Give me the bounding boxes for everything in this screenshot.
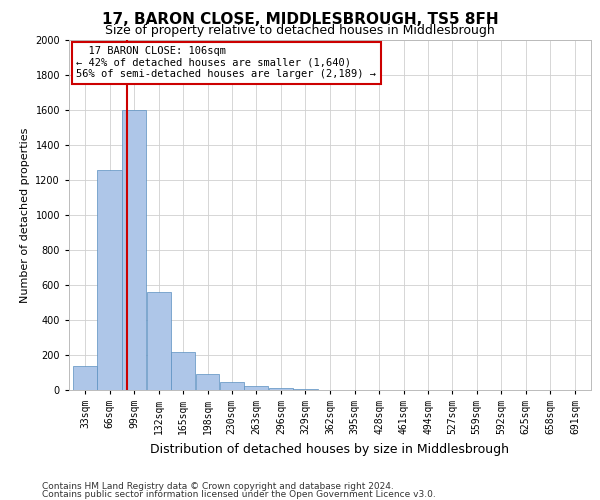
Bar <box>196 374 219 390</box>
Bar <box>97 170 122 390</box>
Bar <box>73 366 97 390</box>
Bar <box>293 389 317 390</box>
Text: Contains HM Land Registry data © Crown copyright and database right 2024.: Contains HM Land Registry data © Crown c… <box>42 482 394 491</box>
Text: 17 BARON CLOSE: 106sqm
← 42% of detached houses are smaller (1,640)
56% of semi-: 17 BARON CLOSE: 106sqm ← 42% of detached… <box>76 46 376 80</box>
Text: Size of property relative to detached houses in Middlesbrough: Size of property relative to detached ho… <box>105 24 495 37</box>
Bar <box>244 386 268 390</box>
Bar <box>171 352 196 390</box>
Y-axis label: Number of detached properties: Number of detached properties <box>20 128 30 302</box>
Bar <box>269 388 293 390</box>
Text: Contains public sector information licensed under the Open Government Licence v3: Contains public sector information licen… <box>42 490 436 499</box>
Bar <box>122 110 146 390</box>
Bar <box>146 292 171 390</box>
Text: 17, BARON CLOSE, MIDDLESBROUGH, TS5 8FH: 17, BARON CLOSE, MIDDLESBROUGH, TS5 8FH <box>101 12 499 28</box>
Bar <box>220 382 244 390</box>
X-axis label: Distribution of detached houses by size in Middlesbrough: Distribution of detached houses by size … <box>151 442 509 456</box>
